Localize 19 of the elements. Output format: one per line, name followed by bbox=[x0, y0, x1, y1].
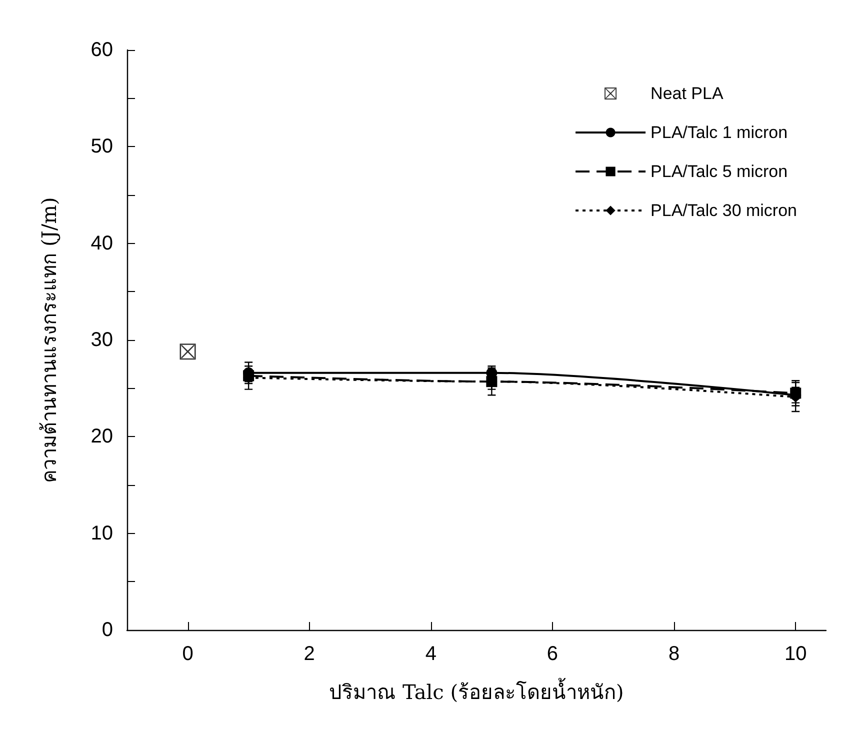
legend-label: PLA/Talc 30 micron bbox=[650, 201, 797, 220]
x-tick-label: 2 bbox=[304, 643, 315, 665]
y-tick-label: 40 bbox=[90, 232, 113, 254]
x-tick-label: 0 bbox=[182, 643, 194, 665]
y-tick-label: 0 bbox=[102, 619, 113, 641]
legend-label: PLA/Talc 5 micron bbox=[650, 162, 788, 181]
legend-label: Neat PLA bbox=[650, 84, 724, 103]
y-tick-label: 60 bbox=[90, 39, 113, 61]
y-tick-label: 10 bbox=[90, 522, 113, 544]
legend-label: PLA/Talc 1 micron bbox=[650, 123, 788, 142]
x-tick-label: 8 bbox=[668, 643, 680, 665]
y-tick-label: 30 bbox=[90, 329, 113, 351]
x-tick-label: 6 bbox=[546, 643, 558, 665]
x-axis-title: ปริมาณ Talc (ร้อยละโดยน้ำหนัก) bbox=[329, 678, 624, 704]
y-tick-label: 20 bbox=[90, 426, 113, 448]
y-tick-label: 50 bbox=[90, 136, 113, 158]
x-tick-label: 10 bbox=[784, 643, 807, 665]
x-tick-label: 4 bbox=[425, 643, 436, 665]
y-axis-title: ความต้านทานแรงกระแทก (J/m) bbox=[37, 197, 61, 483]
